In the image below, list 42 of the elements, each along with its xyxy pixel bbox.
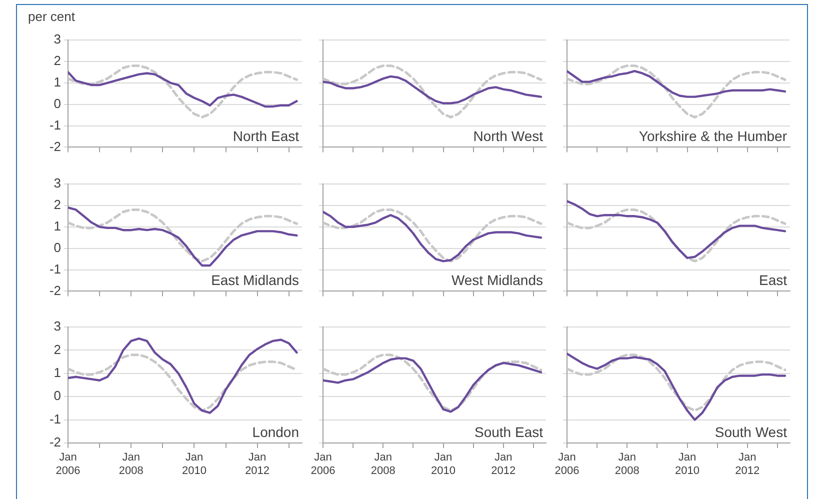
- y-tick-label: 1: [54, 74, 61, 90]
- x-tick-label: Jan 2012: [245, 452, 270, 477]
- y-tick-label: 0: [54, 240, 61, 255]
- line-series: [68, 354, 298, 412]
- y-tick-label: -2: [49, 138, 61, 154]
- y-tick-label: 3: [54, 176, 61, 191]
- y-tick-label: 0: [54, 388, 61, 404]
- x-tick-label: Jan 2010: [182, 452, 206, 477]
- y-tick-label: 3: [54, 318, 61, 334]
- text: South West: [714, 424, 788, 440]
- y-tick-label: -1: [49, 117, 61, 132]
- text: South East: [474, 424, 544, 440]
- x-tick-label: Jan 2010: [675, 452, 700, 477]
- x-tick-label: Jan 2006: [310, 452, 336, 477]
- y-tick-label: 2: [54, 53, 61, 68]
- y-tick-label: -2: [49, 282, 61, 298]
- x-tick-label: Jan 2006: [554, 452, 580, 477]
- y-tick-label: 3: [54, 32, 61, 47]
- x-tick-label: Jan 2012: [735, 452, 760, 477]
- y-tick-label: 2: [54, 342, 61, 357]
- x-tick-label: Jan 2008: [370, 452, 396, 477]
- y-tick-label: -1: [49, 261, 61, 276]
- y-tick-label: 2: [54, 197, 61, 212]
- x-tick-label: Jan 2010: [431, 452, 456, 477]
- text: West Midlands: [451, 272, 543, 288]
- y-tick-label: 1: [54, 218, 61, 234]
- x-tick-label: Jan 2006: [56, 452, 80, 477]
- y-tick-label: -1: [49, 411, 61, 426]
- text: London: [252, 424, 299, 440]
- y-tick-label: 1: [54, 364, 61, 380]
- text: North West: [473, 128, 544, 144]
- y-tick-label: -2: [49, 434, 61, 450]
- line-series: [68, 64, 298, 118]
- y-tick-label: 0: [54, 96, 61, 111]
- text: Yorkshire & the Humber: [638, 128, 788, 144]
- text: East: [758, 272, 788, 288]
- x-tick-label: Jan 2012: [491, 452, 516, 477]
- x-tick-label: Jan 2008: [614, 452, 640, 477]
- text: East Midlands: [211, 272, 299, 288]
- y-axis-title: per cent: [28, 9, 76, 24]
- x-tick-label: Jan 2008: [118, 452, 144, 477]
- text: North East: [232, 128, 300, 144]
